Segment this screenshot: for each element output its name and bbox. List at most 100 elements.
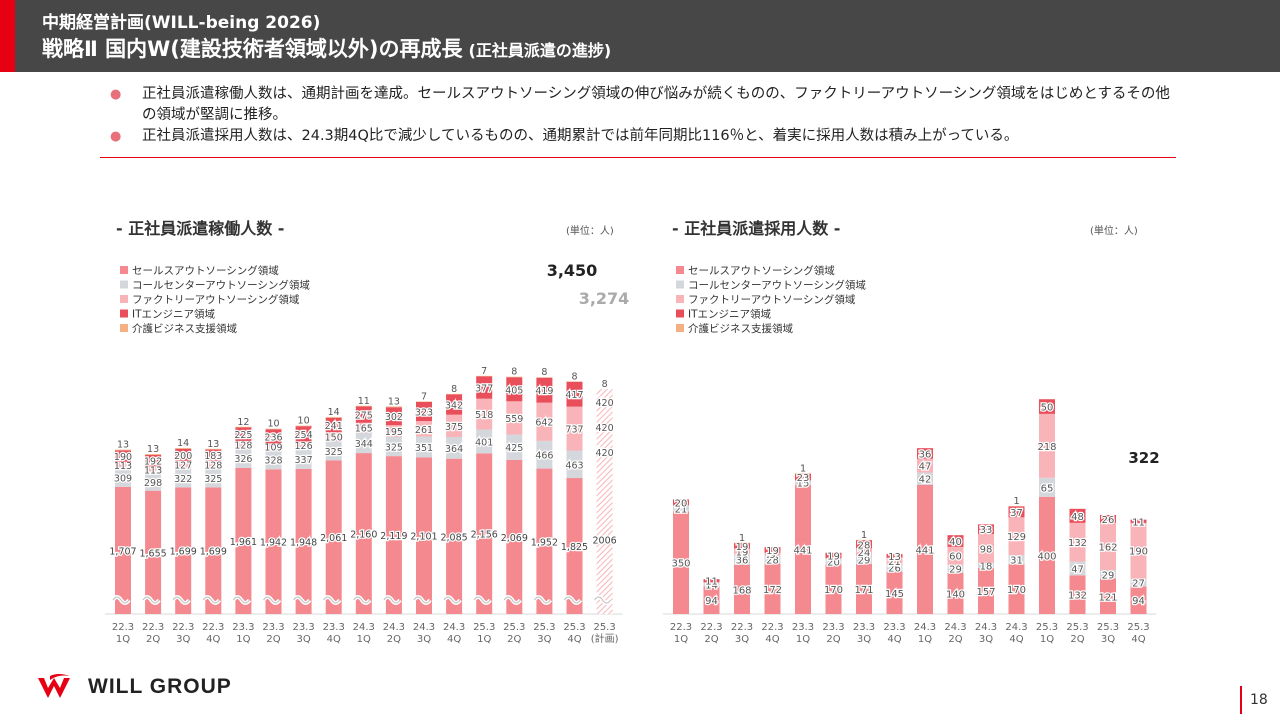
bullet-text: 正社員派遣採用人数は、24.3期4Q比で減少しているものの、通期累計では前年同期…	[142, 128, 1019, 144]
bar-value-label: 420	[596, 423, 614, 434]
bar-segment	[703, 586, 720, 614]
bar-value-label: 165	[355, 424, 373, 435]
x-tick-label: 1Q	[918, 634, 932, 645]
bar-value-label: 113	[144, 466, 162, 477]
x-tick-label: 4Q	[447, 634, 461, 645]
bar-value-label: 12	[237, 417, 249, 428]
x-tick-label: 22.3	[142, 622, 164, 633]
bar-segment	[476, 376, 493, 399]
legend-label: 介護ビジネス支援領域	[688, 322, 793, 335]
bar-segment	[856, 540, 872, 549]
x-tick-label: 4Q	[1009, 634, 1023, 645]
bar-value-label: 351	[415, 443, 433, 454]
x-tick-label: 4Q	[1131, 634, 1145, 645]
bar-value-label: 323	[415, 407, 433, 418]
bar-value-label: 126	[295, 441, 313, 452]
x-tick-label: 23.3	[883, 622, 905, 633]
bar-value-label: 1,655	[139, 548, 166, 559]
bar-value-label: 1,707	[109, 546, 136, 557]
legend-label: セールスアウトソーシング領域	[688, 264, 835, 277]
x-tick-label: 25.3	[1097, 622, 1119, 633]
bar-value-label: 13	[207, 439, 219, 450]
header-bar: 中期経営計画(WILL-being 2026) 戦略Ⅱ 国内W(建設技術者領域以…	[0, 0, 1280, 72]
legend-label: ITエンジニア領域	[688, 308, 772, 321]
bar-value-label: 9	[769, 550, 775, 561]
bar-value-label: 1,942	[260, 538, 287, 549]
bar-segment	[175, 447, 192, 449]
bar-segment	[917, 484, 933, 614]
bar-segment	[205, 448, 222, 450]
x-tick-label: 3Q	[735, 634, 749, 645]
bar-segment	[325, 432, 342, 442]
legend-swatch	[676, 295, 684, 303]
bar-segment	[476, 429, 493, 454]
x-tick-label: 3Q	[176, 634, 190, 645]
bar-segment	[734, 543, 750, 549]
bar-segment	[446, 414, 463, 438]
legend-swatch	[676, 280, 684, 289]
bar-segment	[596, 389, 613, 415]
bar-value-label: 2,160	[350, 530, 377, 541]
bar-segment	[265, 429, 282, 444]
x-tick-label: 25.3	[503, 622, 525, 633]
legend-swatch	[120, 266, 128, 274]
bar-value-label: 145	[885, 589, 904, 600]
bar-value-label: 375	[445, 422, 463, 433]
x-tick-label: 2Q	[1070, 634, 1084, 645]
bar-segment	[673, 499, 689, 506]
x-tick-label: 23.3	[853, 622, 875, 633]
bar-segment	[947, 564, 964, 573]
bar-segment	[205, 460, 222, 469]
bar-segment	[1100, 570, 1116, 579]
bar-segment	[1069, 508, 1086, 523]
legend-swatch	[676, 309, 684, 318]
bar-value-label: 28	[766, 556, 779, 567]
bar-value-label: 225	[234, 430, 252, 441]
x-tick-label: 4Q	[887, 634, 901, 645]
bar-value-label: 172	[763, 585, 782, 596]
header-supertitle: 中期経営計画(WILL-being 2026)	[42, 13, 321, 33]
bar-value-label: 60	[949, 552, 962, 563]
bar-segment	[596, 414, 613, 440]
bar-value-label: 47	[919, 462, 932, 473]
bar-value-label: 94	[705, 596, 718, 607]
bar-segment	[764, 555, 781, 564]
bar-segment	[536, 440, 553, 469]
page-number-bar	[1240, 686, 1242, 714]
bar-value-label: 26	[888, 564, 901, 575]
bar-value-label: 31	[1010, 556, 1023, 567]
bar-segment	[325, 460, 342, 614]
bar-segment	[947, 546, 964, 565]
bar-segment	[825, 552, 842, 559]
bullet-dot-icon: ●	[110, 87, 122, 102]
legend-label: コールセンターアウトソーシング領域	[688, 279, 866, 292]
bar-segment	[1008, 564, 1025, 614]
bar-segment	[886, 571, 903, 614]
bar-segment	[265, 443, 282, 450]
bar-value-label: 192	[144, 457, 162, 468]
bar-value-label: 200	[174, 451, 192, 462]
bar-value-label: 466	[535, 451, 553, 462]
bar-segment	[416, 457, 432, 614]
bar-segment	[978, 534, 994, 563]
bar-value-label: 11	[358, 396, 370, 407]
bar-value-label: 298	[144, 478, 162, 489]
bar-value-label: 11	[705, 577, 718, 588]
bar-value-label: 322	[174, 474, 192, 485]
bar-segment	[385, 406, 402, 408]
page-title-main: 戦略Ⅱ 国内W(建設技術者領域以外)の再成長	[42, 37, 463, 61]
x-tick-label: 22.3	[761, 622, 783, 633]
bar-segment	[1130, 519, 1147, 523]
x-tick-label: 4Q	[327, 634, 341, 645]
bar-value-label: 8	[571, 371, 577, 382]
bar-value-label: 420	[596, 398, 614, 409]
page-number: 18	[1250, 692, 1268, 708]
bar-value-label: 325	[204, 474, 222, 485]
bar-value-label: 109	[264, 443, 282, 454]
bar-segment	[115, 468, 131, 487]
bar-segment	[1008, 506, 1025, 518]
bar-segment	[1039, 496, 1055, 614]
bar-value-label: 559	[505, 414, 523, 425]
bar-value-label: 20	[675, 498, 688, 509]
axis-break-mark	[112, 596, 612, 604]
